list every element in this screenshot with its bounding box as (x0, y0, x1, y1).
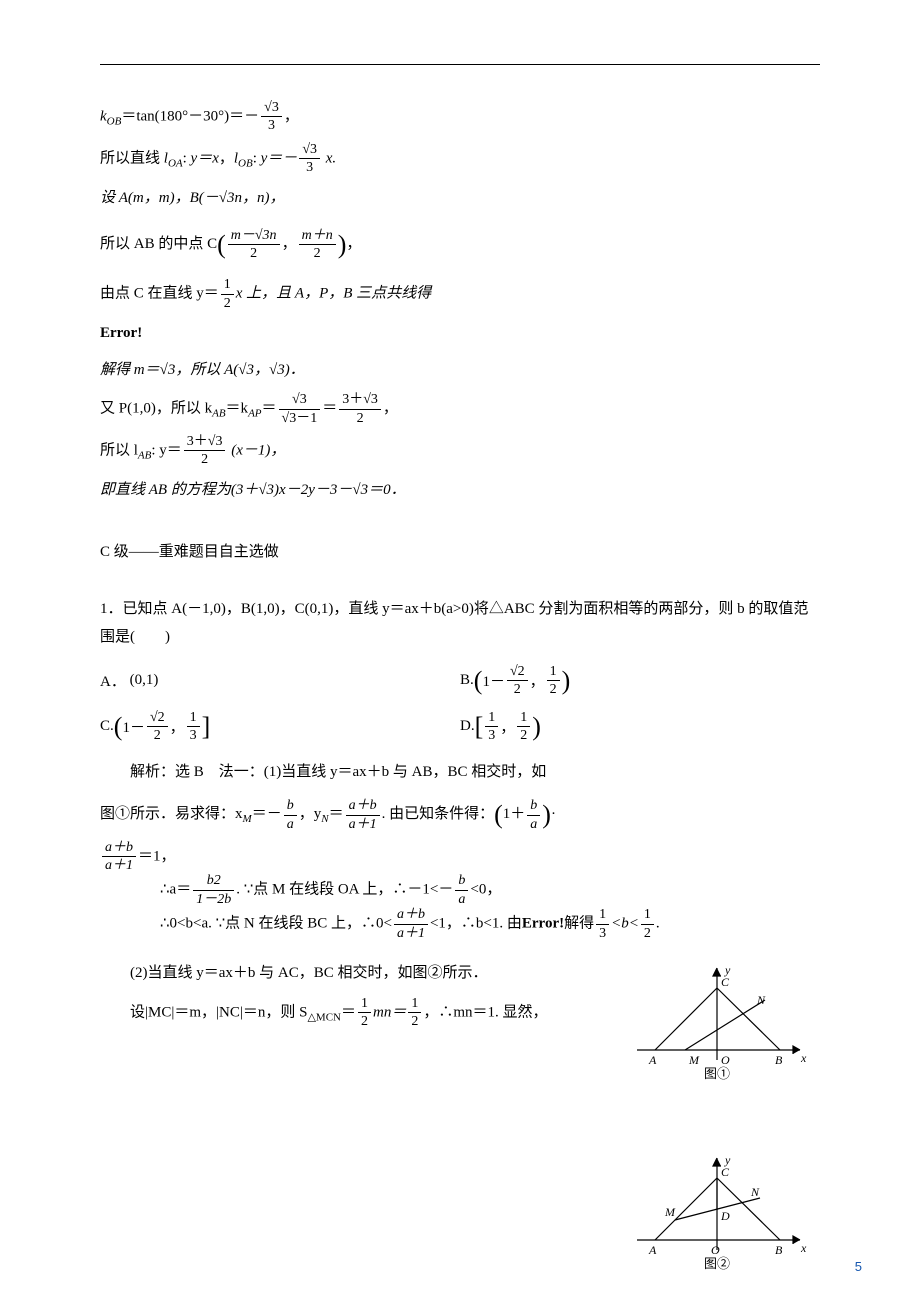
q1-choices: A． (0,1) B. (1－√22，12) C. (1－√22，13] D. … (100, 658, 820, 750)
fig1-caption: 图① (704, 1066, 730, 1080)
page-content: kOB＝tan(180°－30°)＝－√33， 所以直线 lOA: y＝x，lO… (0, 0, 920, 1089)
math-line-4: 所以 AB 的中点 C(m－√3n2，m＋n2)， (100, 220, 820, 269)
sol-line-3: a＋ba＋1＝1， (100, 840, 820, 874)
choice-d: D. [13，12) (460, 704, 820, 750)
fig2-D: D (720, 1209, 730, 1223)
fig1-B: B (775, 1053, 783, 1067)
math-line-1: kOB＝tan(180°－30°)＝－√33， (100, 100, 820, 134)
math-line-7: 解得 m＝√3，所以 A(√3，√3)． (100, 356, 820, 385)
fig2-caption: 图② (704, 1256, 730, 1270)
sol-line-5: ∴0<b<a. ∵点 N 在线段 BC 上，∴0<a＋ba＋1<1，∴b<1. … (100, 907, 820, 941)
q1-stem: 1．已知点 A(－1,0)，B(1,0)，C(0,1)，直线 y＝ax＋b(a>… (100, 595, 820, 652)
fig1-C: C (721, 975, 730, 989)
sol-line-4: ∴a＝b21－2b. ∵点 M 在线段 OA 上，∴－1<－ba<0， (100, 873, 820, 907)
fig2-M: M (664, 1205, 676, 1219)
fig2-x: x (800, 1241, 807, 1255)
var-k: k (100, 108, 107, 124)
choice-b: B. (1－√22，12) (460, 658, 820, 704)
l1-tail: ， (284, 108, 299, 124)
section-c-heading: C 级——重难题目自主选做 (100, 538, 820, 567)
math-line-9: 所以 lAB: y＝3＋√32 (x－1)， (100, 434, 820, 468)
sol-line-2: 图①所示．易求得：xM＝－ba，yN＝a＋ba＋1. 由已知条件得：(1＋ba)… (100, 790, 820, 839)
fig1-A: A (648, 1053, 657, 1067)
page-number: 5 (855, 1259, 862, 1274)
fig2-O: O (711, 1243, 720, 1257)
fig1-N: N (756, 993, 766, 1007)
math-line-3: 设 A(m，m)，B(－√3n，n)， (100, 184, 820, 213)
math-line-2: 所以直线 lOA: y＝x，lOB: y＝－√33 x. (100, 142, 820, 176)
fig2-N: N (750, 1185, 760, 1199)
sol-line-1: 解析：选 B 法一：(1)当直线 y＝ax＋b 与 AB，BC 相交时，如 (100, 758, 820, 787)
top-rule (100, 64, 820, 65)
choice-c: C. (1－√22，13] (100, 704, 460, 750)
fig2-B: B (775, 1243, 783, 1257)
choice-a: A． (0,1) (100, 658, 460, 704)
figure-2: y x A B O M C N D 图② (625, 1150, 810, 1270)
math-line-6: Error! (100, 319, 820, 348)
fig2-A: A (648, 1243, 657, 1257)
math-line-8: 又 P(1,0)，所以 kAB＝kAP＝√3√3－1＝3＋√32， (100, 392, 820, 426)
l1-eq: ＝tan(180°－30°)＝－ (121, 108, 259, 124)
fig2-C: C (721, 1165, 730, 1179)
figure-1: y x A B O M C N 图① (625, 960, 810, 1080)
fig1-x: x (800, 1051, 807, 1065)
fig1-M: M (688, 1053, 700, 1067)
math-line-10: 即直线 AB 的方程为(3＋√3)x－2y－3－√3＝0． (100, 476, 820, 505)
l2-t1: 所以直线 (100, 150, 164, 166)
sub-ob: OB (107, 115, 122, 127)
fig1-O: O (721, 1053, 730, 1067)
l1-frac: √33 (261, 100, 282, 134)
math-line-5: 由点 C 在直线 y＝12x 上，且 A，P，B 三点共线得 (100, 277, 820, 311)
l2-frac: √33 (299, 142, 320, 176)
